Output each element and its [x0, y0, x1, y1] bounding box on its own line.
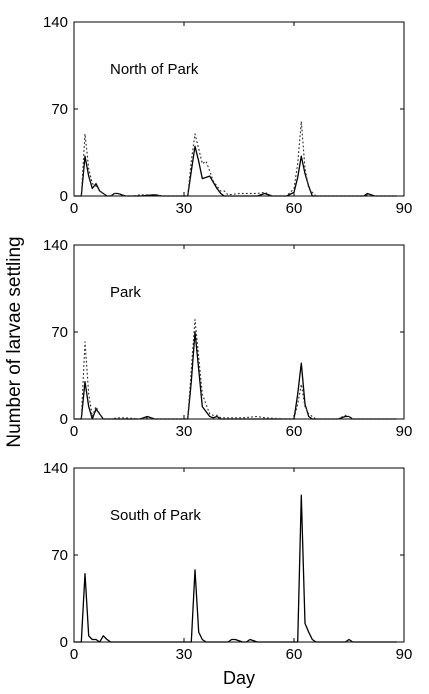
panel-title: Park	[110, 284, 141, 301]
series-line-solid	[74, 146, 397, 196]
y-tick-label: 70	[51, 547, 68, 564]
chart-panel-1: 0 30 60 90 0 70 140 North of Park	[43, 14, 412, 217]
y-tick-label: 70	[51, 324, 68, 341]
series-line-dotted	[74, 320, 397, 419]
y-tick-label: 0	[60, 634, 68, 651]
x-tick-label: 90	[396, 646, 413, 663]
y-tick-label: 70	[51, 101, 68, 118]
chart-panel-2: 0 30 60 90 0 70 140 Park	[43, 237, 412, 440]
x-axis-label: Day	[74, 668, 404, 689]
panel-title: North of Park	[110, 61, 199, 78]
y-tick-label: 140	[43, 14, 68, 31]
x-tick-label: 0	[70, 646, 78, 663]
x-tick-label: 30	[176, 646, 193, 663]
panel-title: South of Park	[110, 507, 201, 524]
y-tick-label: 140	[43, 460, 68, 477]
plot-frame	[74, 245, 404, 419]
x-tick-label: 60	[286, 423, 303, 440]
y-axis-label: Number of larvae settling	[4, 236, 26, 447]
x-tick-label: 30	[176, 423, 193, 440]
chart-panel-3: 0 30 60 90 0 70 140 South of Park	[43, 460, 412, 663]
x-tick-label: 0	[70, 200, 78, 217]
series-line-solid	[74, 332, 397, 419]
x-tick-label: 90	[396, 200, 413, 217]
x-tick-label: 60	[286, 200, 303, 217]
y-tick-label: 0	[60, 188, 68, 205]
x-tick-label: 60	[286, 646, 303, 663]
y-axis-label-container: Number of larvae settling	[2, 172, 28, 512]
series-line-dotted	[74, 121, 397, 196]
plot-frame	[74, 468, 404, 642]
x-tick-label: 0	[70, 423, 78, 440]
y-tick-label: 0	[60, 411, 68, 428]
plot-frame	[74, 22, 404, 196]
x-tick-label: 30	[176, 200, 193, 217]
y-tick-label: 140	[43, 237, 68, 254]
x-tick-label: 90	[396, 423, 413, 440]
